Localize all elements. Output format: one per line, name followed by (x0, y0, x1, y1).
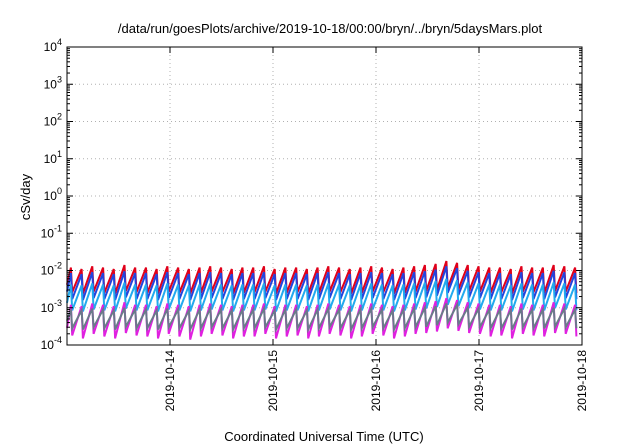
chart-title: /data/run/goesPlots/archive/2019-10-18/0… (118, 21, 543, 36)
y-tick-label: 101 (44, 149, 62, 166)
x-tick-label: 2019-10-14 (163, 350, 177, 412)
y-axis-label: cSv/day (18, 173, 33, 220)
x-tick-label: 2019-10-18 (575, 350, 589, 412)
y-tick-label: 10-1 (41, 223, 62, 240)
series-line (66, 301, 578, 334)
y-tick-label: 104 (44, 37, 62, 54)
series-layer (66, 260, 578, 340)
x-axis: 2019-10-14 2019-10-15 2019-10-16 2019-10-17… (163, 47, 589, 411)
x-tick-label: 2019-10-17 (472, 350, 486, 412)
x-tick-label: 2019-10-15 (266, 350, 280, 412)
y-tick-label: 100 (44, 186, 62, 203)
y-tick-label: 10-2 (41, 261, 62, 278)
y-tick-label: 10-4 (41, 335, 62, 352)
y-tick-label: 103 (44, 74, 62, 91)
x-axis-label: Coordinated Universal Time (UTC) (224, 429, 423, 444)
y-tick-label: 102 (44, 112, 62, 129)
y-axis: 104 103 102 101 100 10-1 10-2 10-3 10-4 (41, 37, 582, 352)
x-tick-label: 2019-10-16 (369, 350, 383, 412)
series-line (66, 278, 578, 312)
series-line (66, 297, 578, 340)
y-tick-label: 10-3 (41, 298, 62, 315)
